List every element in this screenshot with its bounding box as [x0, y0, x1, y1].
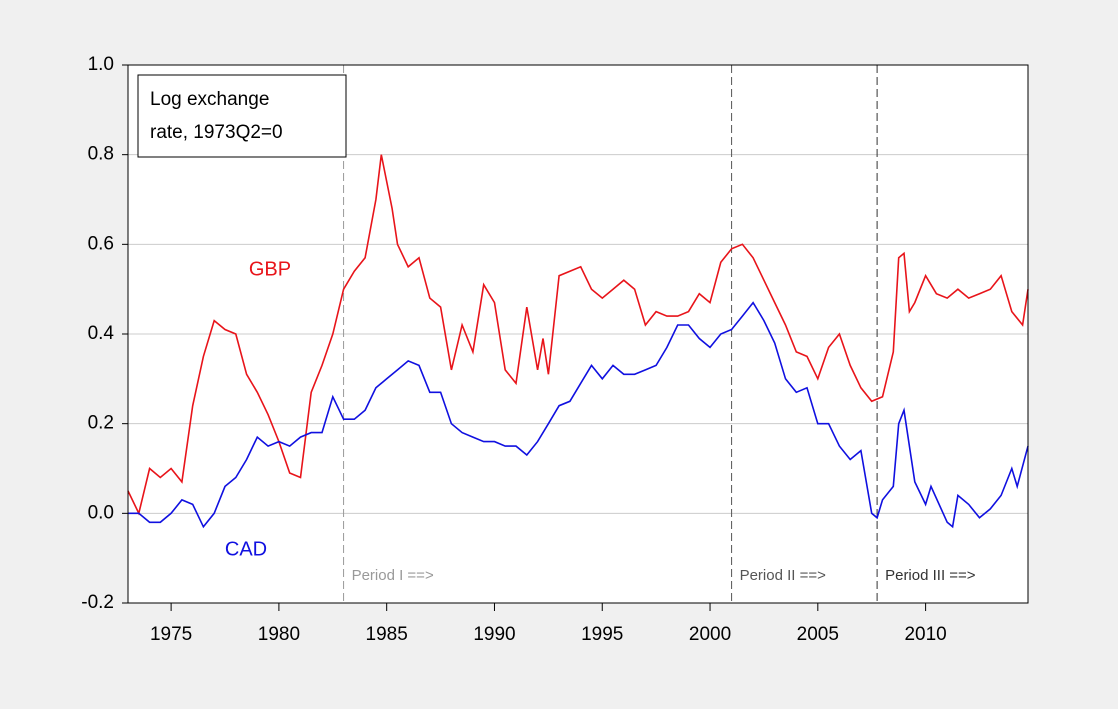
y-tick-label: 0.4	[88, 323, 115, 344]
note: Log exchange	[150, 89, 269, 110]
series-line	[127, 154, 1029, 516]
y-tick-label: 0.6	[88, 233, 114, 254]
y-tick-label: 1.0	[88, 54, 114, 75]
x-tick-label: 1985	[366, 624, 408, 645]
y-tick-label: 0.8	[88, 144, 114, 165]
x-tick-label: 1990	[473, 624, 515, 645]
y-tick-label: -0.2	[81, 592, 114, 613]
x-tick-label: 1980	[258, 624, 300, 645]
x-tick-label: 1975	[150, 624, 192, 645]
period-label: Period I ==>	[352, 567, 434, 584]
note-box	[137, 74, 347, 158]
series-label: CAD	[225, 538, 267, 560]
period-label: Period III ==>	[885, 567, 976, 584]
period-label: Period II ==>	[740, 567, 827, 584]
x-tick-label: 2010	[904, 624, 946, 645]
series-label: GBP	[249, 258, 291, 280]
note: rate, 1973Q2=0	[150, 122, 283, 143]
series-line	[128, 301, 1029, 529]
y-tick-label: 0.0	[88, 502, 114, 523]
x-tick-label: 1995	[581, 624, 623, 645]
x-tick-label: 2000	[689, 624, 731, 645]
x-tick-label: 2005	[797, 624, 839, 645]
y-tick-label: 0.2	[88, 413, 114, 434]
